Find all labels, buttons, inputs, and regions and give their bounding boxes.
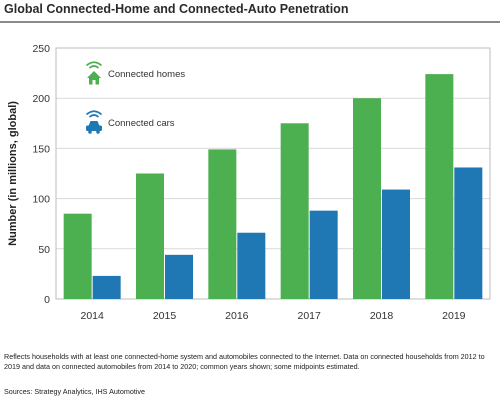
bar-cars-2018 <box>382 189 410 299</box>
y-tick-labels: 0 50 100 150 200 250 <box>32 43 50 306</box>
x-tick-label: 2018 <box>370 310 394 322</box>
x-tick-label: 2014 <box>80 310 104 322</box>
chart-sources: Sources: Strategy Analytics, IHS Automot… <box>4 387 146 396</box>
legend-item-homes: Connected homes <box>85 61 185 85</box>
y-tick-label: 250 <box>32 43 50 55</box>
bar-cars-2017 <box>309 210 338 299</box>
y-axis-title: Number (in millions, global) <box>7 101 19 246</box>
chart-title: Global Connected-Home and Connected-Auto… <box>4 2 349 16</box>
y-tick-label: 200 <box>32 93 50 105</box>
bar-chart: 0 50 100 150 200 250 2014 2015 2016 2017 2018 2019… <box>7 43 491 322</box>
gridlines <box>56 97 490 250</box>
y-tick-label: 0 <box>44 294 50 306</box>
bar-cars-2015 <box>165 254 193 299</box>
legend-item-cars: Connected cars <box>85 110 175 134</box>
x-tick-labels: 2014 2015 2016 2017 2018 2019 <box>80 310 465 322</box>
legend-label-cars: Connected cars <box>108 118 175 129</box>
bar-homes-2018 <box>353 98 381 299</box>
x-tick-label: 2016 <box>225 310 249 322</box>
bar-homes-2019 <box>425 74 454 299</box>
car-wifi-icon <box>85 110 103 134</box>
title-divider <box>0 21 500 23</box>
legend: Connected homes Connected cars <box>85 61 185 134</box>
y-tick-label: 50 <box>38 244 50 256</box>
y-tick-label: 150 <box>32 143 50 155</box>
x-tick-label: 2015 <box>153 310 177 322</box>
y-tick-label: 100 <box>32 194 50 206</box>
house-wifi-icon <box>85 61 103 85</box>
x-tick-label: 2017 <box>297 310 321 322</box>
bar-homes-2015 <box>136 173 164 299</box>
x-tick-label: 2019 <box>442 310 466 322</box>
bar-homes-2014 <box>63 213 92 299</box>
bars <box>63 74 483 299</box>
plot-frame <box>55 47 491 300</box>
bar-cars-2016 <box>237 232 266 299</box>
bar-homes-2016 <box>208 149 237 299</box>
bar-cars-2019 <box>454 167 483 299</box>
legend-label-homes: Connected homes <box>108 69 185 80</box>
chart-note: Reflects households with at least one co… <box>4 352 485 371</box>
bar-homes-2017 <box>280 123 309 299</box>
bar-cars-2014 <box>92 275 121 299</box>
